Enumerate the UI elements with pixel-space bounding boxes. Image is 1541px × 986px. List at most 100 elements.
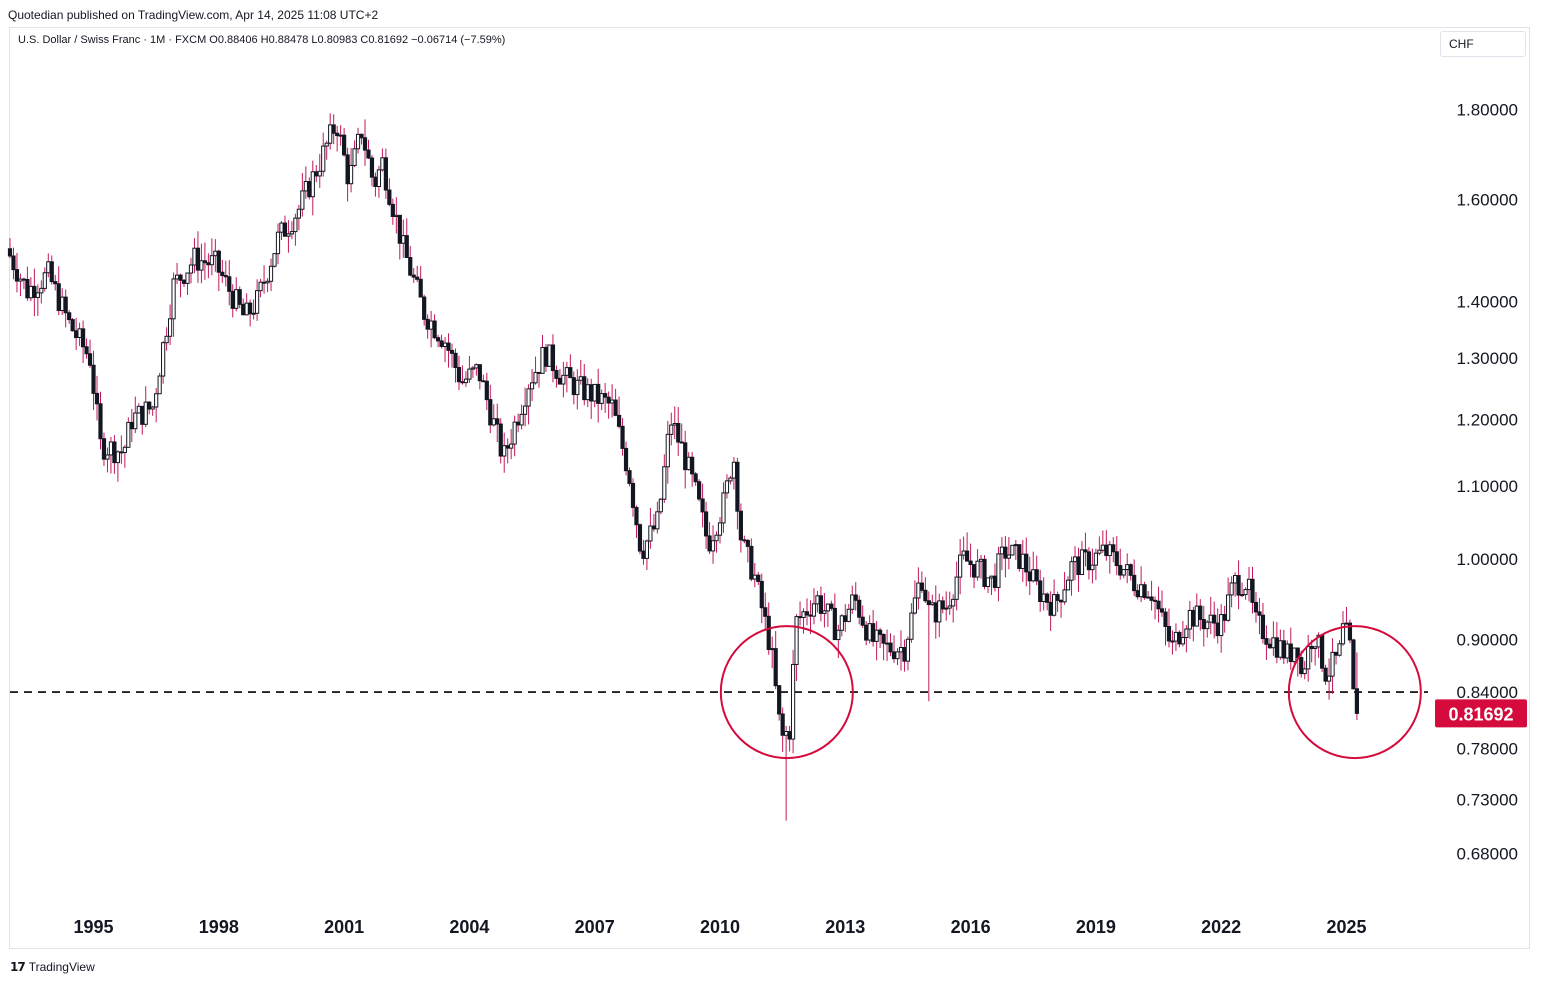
candle-body xyxy=(1232,575,1238,584)
candle-body xyxy=(314,171,319,177)
candle-body xyxy=(1278,640,1283,658)
candle-body xyxy=(780,713,785,736)
candle-body xyxy=(251,312,256,315)
candle-body xyxy=(21,278,27,281)
candle-body xyxy=(944,607,949,610)
x-tick-label: 2019 xyxy=(1076,917,1116,937)
candle-body xyxy=(996,553,1001,588)
candle-body xyxy=(874,629,879,642)
candle-body xyxy=(67,312,72,321)
candle-body xyxy=(989,575,994,579)
candle-body xyxy=(867,623,872,641)
candle-body xyxy=(930,602,935,606)
candle-body xyxy=(101,438,107,460)
candle-body xyxy=(223,275,228,278)
candle-body xyxy=(244,302,249,316)
candle-body xyxy=(589,384,594,402)
candle-body xyxy=(919,582,924,591)
candle-body xyxy=(411,274,416,278)
candle-body xyxy=(582,376,587,401)
candle-body xyxy=(982,558,987,587)
candle-body xyxy=(1333,651,1339,656)
candle-body xyxy=(80,328,86,348)
candle-body xyxy=(1170,640,1175,643)
candle-body xyxy=(1086,551,1092,571)
candle-body xyxy=(728,477,733,482)
candle-body xyxy=(822,610,827,614)
candle-body xyxy=(265,280,270,284)
candle-body xyxy=(453,352,458,368)
candle-body xyxy=(477,364,482,382)
candle-body xyxy=(362,137,368,151)
candle-body xyxy=(543,346,549,367)
candle-body xyxy=(777,685,782,715)
candle-body xyxy=(721,492,726,524)
currency-selector[interactable]: CHF xyxy=(1440,31,1526,57)
candle-body xyxy=(1177,631,1182,645)
candle-body xyxy=(185,272,190,284)
candle-body xyxy=(150,406,155,410)
candle-body xyxy=(122,446,127,453)
candle-body xyxy=(422,296,427,320)
candle-body xyxy=(126,421,131,448)
candle-body xyxy=(554,370,559,379)
candle-body xyxy=(188,264,194,274)
candle-body xyxy=(1320,634,1325,669)
candle-body xyxy=(797,616,803,619)
highlight-circle xyxy=(719,625,854,760)
candle-body xyxy=(387,189,392,205)
candle-body xyxy=(1313,646,1318,650)
y-tick-label: 0.73000 xyxy=(1457,790,1518,809)
candle-body xyxy=(784,731,789,736)
candle-body xyxy=(773,648,778,687)
chart-frame xyxy=(9,27,1530,949)
candle-body xyxy=(108,441,114,456)
candle-body xyxy=(272,253,277,267)
candle-body xyxy=(293,217,298,233)
candle-body xyxy=(926,600,931,606)
candle-body xyxy=(516,421,521,426)
candle-body xyxy=(836,629,841,641)
candle-body xyxy=(1038,580,1043,603)
candle-body xyxy=(300,190,305,210)
candle-body xyxy=(1058,599,1064,603)
highlight-circle xyxy=(1287,625,1422,760)
candle-body xyxy=(877,629,883,635)
candle-body xyxy=(700,498,705,513)
candle-body xyxy=(1222,614,1227,621)
candle-body xyxy=(60,296,65,312)
candle-body xyxy=(616,414,622,427)
candle-body xyxy=(860,616,865,626)
candle-body xyxy=(1010,544,1015,556)
candle-body xyxy=(561,374,566,385)
candle-body xyxy=(529,382,535,390)
candle-body xyxy=(533,371,538,384)
candle-body xyxy=(230,290,235,309)
candle-body xyxy=(1093,552,1098,566)
candle-body xyxy=(999,546,1005,555)
candle-body xyxy=(794,616,799,665)
candle-body xyxy=(345,154,350,185)
candle-body xyxy=(832,607,837,641)
candle-body xyxy=(495,418,500,425)
candle-body xyxy=(11,255,16,271)
candle-body xyxy=(1347,622,1353,641)
candle-body xyxy=(164,335,169,344)
candle-body xyxy=(937,600,942,623)
candle-body xyxy=(1052,594,1057,616)
candle-body xyxy=(1239,594,1245,597)
y-tick-label: 0.78000 xyxy=(1457,740,1518,759)
candle-body xyxy=(425,318,430,330)
candle-body xyxy=(1111,544,1116,553)
candle-body xyxy=(157,375,162,395)
candle-body xyxy=(1145,596,1151,599)
candle-body xyxy=(18,278,23,282)
candle-body xyxy=(206,262,211,266)
candle-body xyxy=(1198,605,1203,620)
candle-body xyxy=(853,594,858,601)
candle-body xyxy=(338,134,343,137)
candle-body xyxy=(105,454,110,460)
y-tick-label: 1.60000 xyxy=(1457,190,1518,209)
candle-body xyxy=(202,260,208,264)
